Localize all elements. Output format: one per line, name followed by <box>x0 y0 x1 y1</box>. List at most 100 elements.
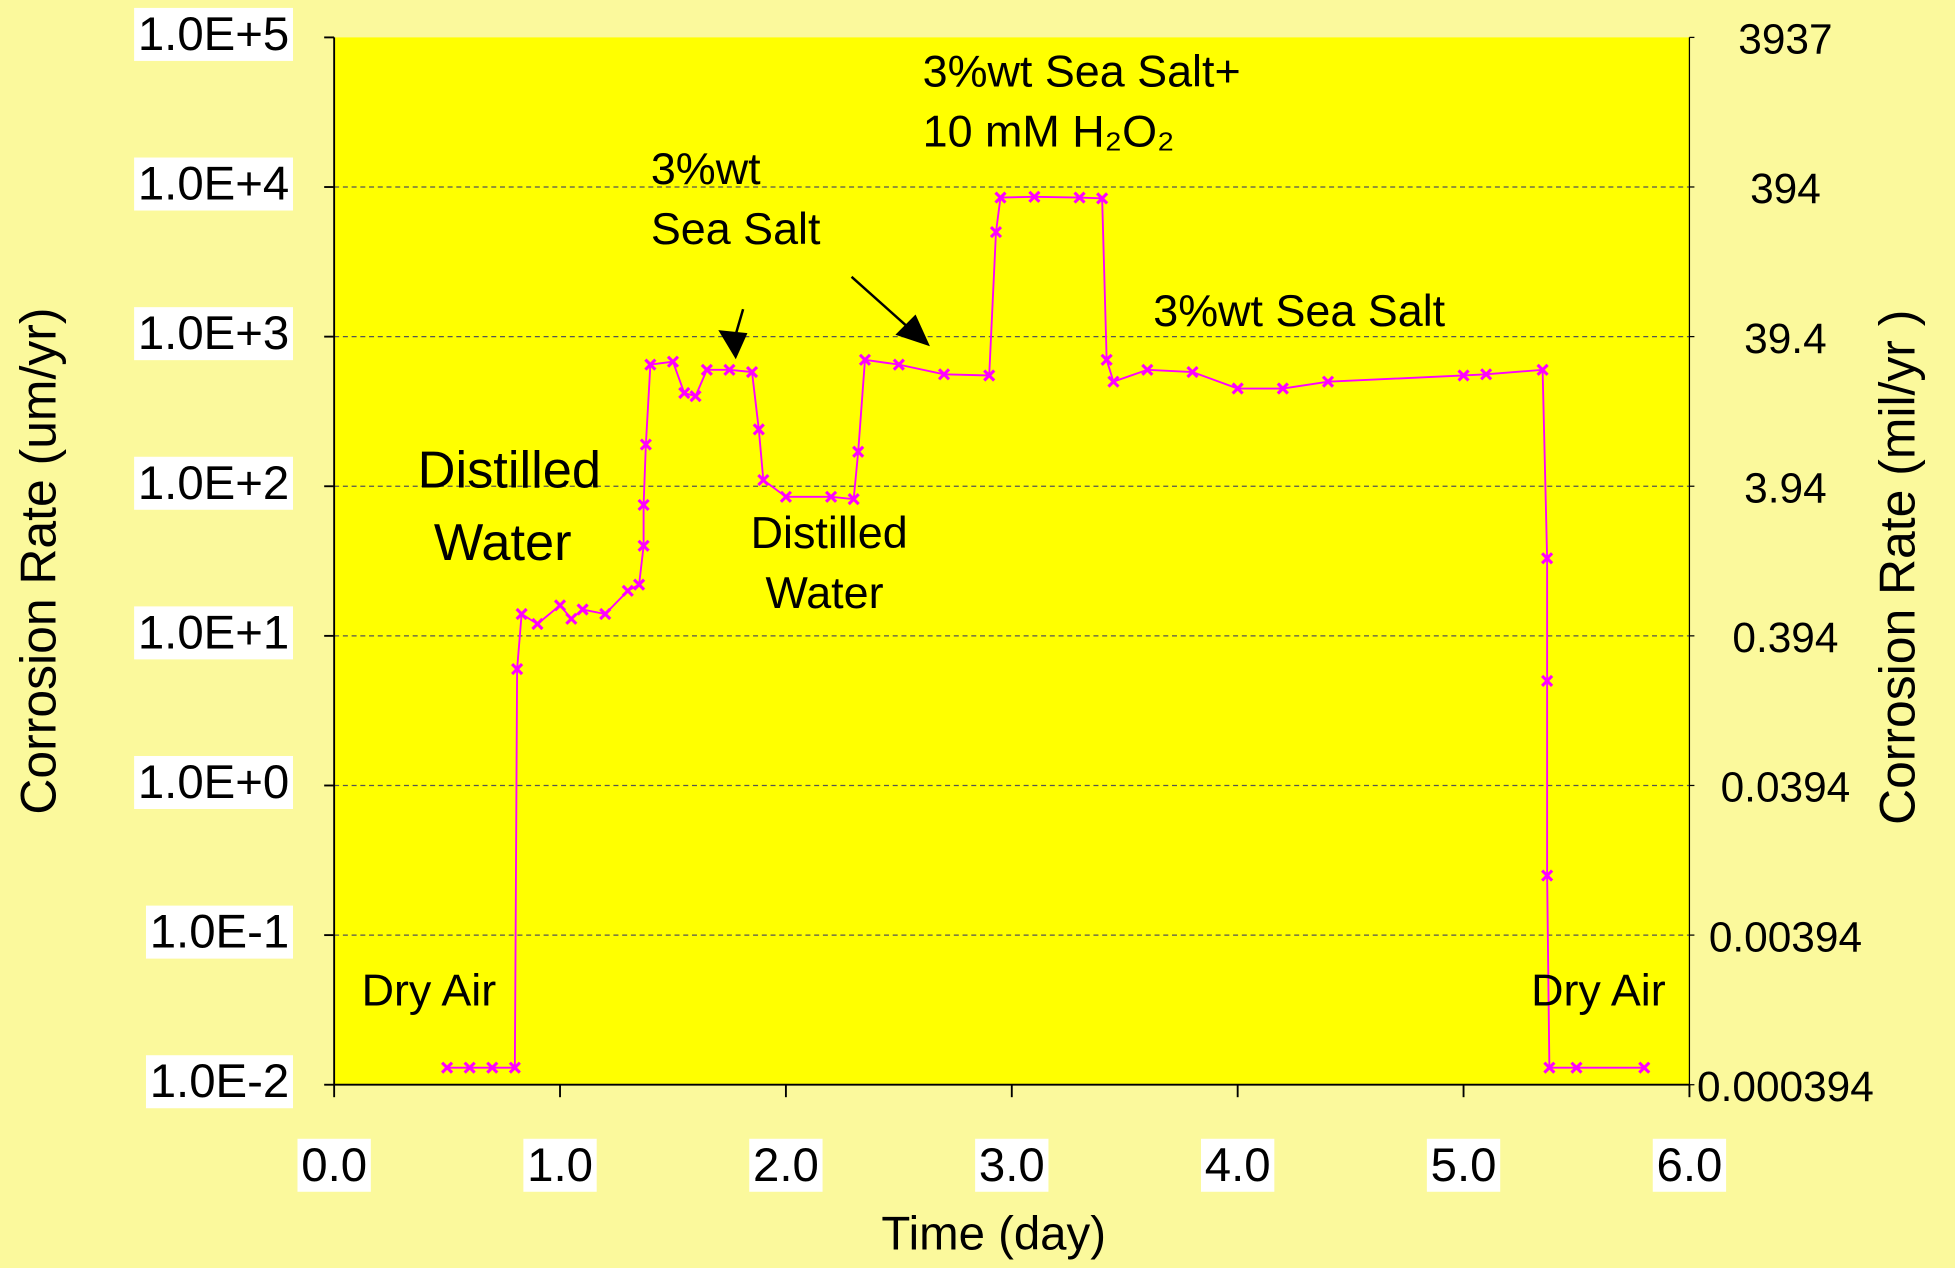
data-marker <box>1141 363 1154 376</box>
data-marker <box>637 539 650 552</box>
data-marker <box>463 1061 476 1074</box>
y-tick-label: 1.0E+2 <box>138 457 289 510</box>
tick-label-box <box>134 606 294 660</box>
data-marker <box>565 612 578 625</box>
data-marker <box>1570 1061 1583 1074</box>
y-axis-title: Corrosion Rate (um/yr) <box>11 308 67 815</box>
y-tick-label: 1.0E+3 <box>138 307 289 360</box>
x-tick-label: 0.0 <box>301 1139 367 1192</box>
data-marker <box>723 363 736 376</box>
annotation: 3%wt Sea Salt <box>1153 285 1445 336</box>
data-marker <box>983 369 996 382</box>
y2-tick-label: 394 <box>1750 165 1821 212</box>
data-marker <box>1100 353 1113 366</box>
data-marker <box>1457 369 1470 382</box>
tick-label-box <box>523 1138 597 1192</box>
x-tick-label: 4.0 <box>1205 1139 1271 1192</box>
data-marker <box>1321 375 1335 388</box>
data-marker <box>937 368 951 381</box>
tick-label-box <box>1652 1138 1727 1192</box>
annotation: Water <box>766 567 884 618</box>
data-marker <box>847 493 860 506</box>
data-marker <box>858 353 872 366</box>
y2-axis-title: Corrosion Rate (mil/yr ) <box>1870 310 1926 825</box>
data-marker <box>599 607 612 621</box>
data-marker <box>1541 552 1554 565</box>
data-marker <box>632 578 646 591</box>
data-marker <box>1638 1061 1651 1074</box>
arrowhead <box>718 330 748 360</box>
annotation: Dry Air <box>362 965 497 1016</box>
annotation: Dry Air <box>1531 965 1666 1016</box>
tick-label-box <box>134 756 294 810</box>
tick-label-box <box>1426 1138 1501 1192</box>
annotation: Distilled <box>751 507 908 558</box>
data-marker <box>486 1061 499 1074</box>
tick-label-box <box>297 1138 371 1192</box>
data-marker <box>757 473 770 487</box>
y2-tick-label: 39.4 <box>1744 315 1826 362</box>
data-marker <box>824 490 838 503</box>
tick-label-box <box>145 905 294 959</box>
arrows <box>718 275 930 360</box>
y2-tick-label: 3937 <box>1738 16 1832 63</box>
annotations: Dry Air Distilled Water 3%wt Sea Salt Di… <box>362 46 1666 1016</box>
data-marker <box>892 358 905 371</box>
tick-label-box <box>134 307 294 361</box>
x-tick-label: 2.0 <box>753 1139 819 1192</box>
annotation: Water <box>434 514 572 572</box>
data-marker <box>1541 869 1554 882</box>
x-tick-label: 5.0 <box>1431 1139 1497 1192</box>
data-marker <box>852 445 865 458</box>
data-marker <box>576 603 589 616</box>
data-marker <box>1480 368 1493 381</box>
data-marker <box>1541 674 1554 687</box>
tick-label-box <box>134 157 294 211</box>
tick-label-box <box>1201 1138 1275 1192</box>
data-marker <box>1276 382 1289 395</box>
x-axis-title: Time (day) <box>881 1207 1106 1260</box>
data-marker <box>1536 363 1549 376</box>
data-marker <box>989 225 1003 239</box>
y-tick-label: 1.0E-2 <box>150 1055 290 1108</box>
x-tick-label: 1.0 <box>527 1139 593 1192</box>
data-marker <box>1096 192 1109 205</box>
annotation: Sea Salt <box>651 203 821 254</box>
tick-label-box <box>134 7 294 61</box>
plot-area <box>334 37 1690 1085</box>
y2-tick-label: 0.000394 <box>1697 1063 1874 1110</box>
data-marker <box>553 599 567 612</box>
annotation: Distilled <box>418 442 601 500</box>
annotation: 3%wt <box>651 143 761 194</box>
data-marker <box>678 386 691 400</box>
y-tick-label: 1.0E+5 <box>138 8 289 61</box>
arrowhead <box>895 314 930 347</box>
data-marker <box>515 607 528 621</box>
annotation: 3%wt Sea Salt+ <box>923 46 1241 97</box>
y-tick-label: 1.0E+0 <box>138 756 289 809</box>
data-marker <box>666 355 680 368</box>
tick-label-box <box>134 456 294 510</box>
data-marker <box>1073 191 1086 204</box>
data-marker <box>531 617 544 631</box>
data-marker <box>1231 382 1244 395</box>
y-tick-label: 1.0E+1 <box>138 606 289 659</box>
tick-label-box <box>975 1138 1049 1192</box>
x-tick-label: 6.0 <box>1657 1139 1723 1192</box>
data-marker <box>1543 1061 1556 1074</box>
tick-label-box <box>145 1055 294 1109</box>
data-marker <box>1107 375 1120 388</box>
annotation: 10 mM H₂O₂ <box>923 106 1175 157</box>
y2-tick-label: 0.00394 <box>1709 913 1862 960</box>
data-marker <box>700 363 713 376</box>
data-marker <box>1028 190 1041 203</box>
y2-tick-label: 0.0394 <box>1721 764 1851 811</box>
data-marker <box>639 438 652 451</box>
data-marker <box>752 423 765 436</box>
arrow <box>850 275 912 331</box>
data-marker <box>1186 365 1199 379</box>
data-marker <box>745 365 759 379</box>
data-marker <box>644 358 657 371</box>
y2-tick-label: 0.394 <box>1732 614 1838 661</box>
